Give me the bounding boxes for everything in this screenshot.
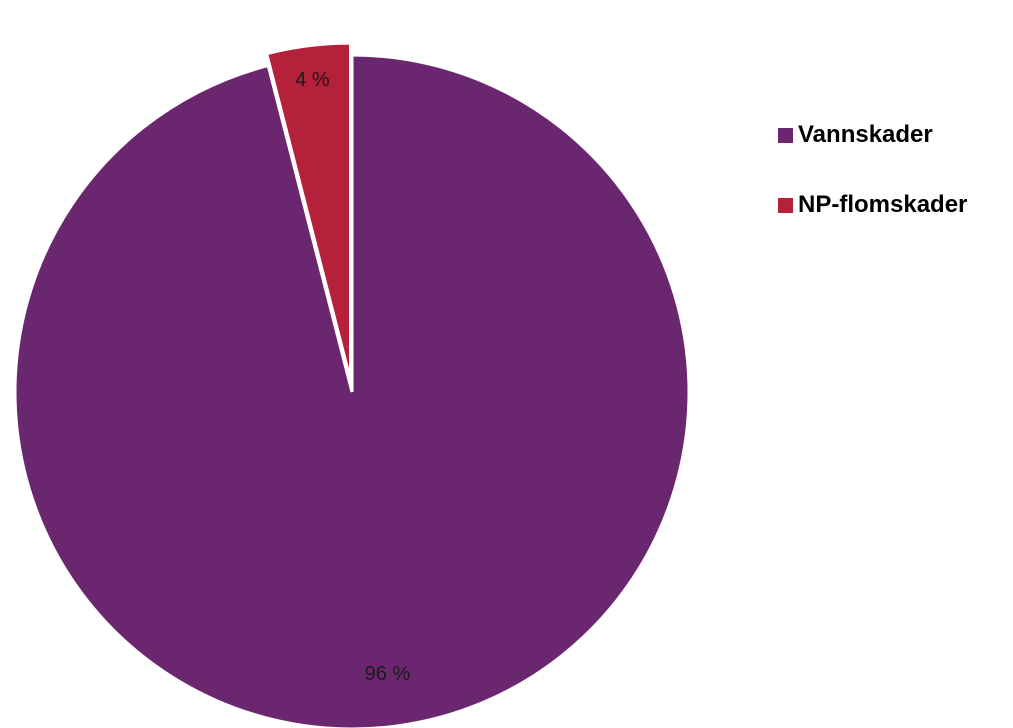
- legend-swatch-vannskader: [778, 127, 793, 143]
- data-label-np-flomskader: 4 %: [295, 69, 330, 91]
- legend-label-vannskader: Vannskader: [798, 121, 933, 148]
- legend-item-np-flomskader: NP-flomskader: [778, 188, 967, 222]
- pie-data-labels: 96 % 4 %: [295, 69, 410, 685]
- pie-slice-vannskader: [13, 53, 691, 728]
- pie-slices: [13, 41, 691, 728]
- data-label-vannskader: 96 %: [365, 663, 411, 685]
- legend-swatch-np-flomskader: [778, 197, 793, 213]
- legend: Vannskader NP-flomskader: [778, 118, 967, 258]
- legend-label-np-flomskader: NP-flomskader: [798, 191, 968, 218]
- pie-slice-np-flomskader: [264, 41, 352, 381]
- legend-item-vannskader: Vannskader: [778, 118, 967, 152]
